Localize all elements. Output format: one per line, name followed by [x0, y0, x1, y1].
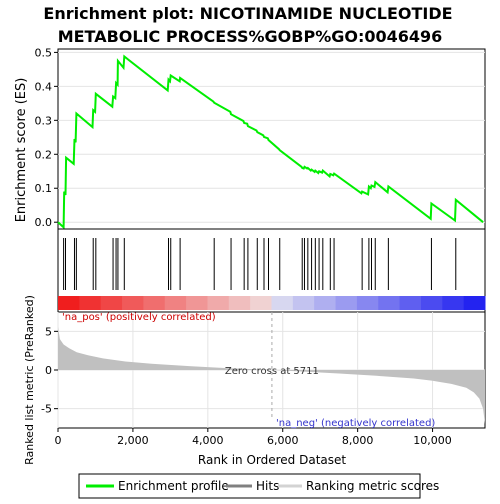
metric-y-axis-label: Ranked list metric (PreRanked): [23, 295, 36, 465]
es-y-axis-label: Enrichment score (ES): [14, 78, 29, 223]
es-gridlines: [58, 51, 485, 223]
metric-x-tick-label: 4,000: [192, 434, 224, 447]
ranked-bar-segment: [271, 296, 294, 310]
metric-x-tick-label: 8,000: [342, 434, 374, 447]
ranked-bar-segment: [314, 296, 337, 310]
ranked-bar-segment: [58, 296, 80, 310]
metric-y-tick-label: 5: [45, 325, 52, 338]
es-y-tick-label: 0.5: [35, 46, 53, 59]
metric-x-tick-label: 2,000: [117, 434, 149, 447]
es-y-tick-label: 0.0: [35, 216, 53, 229]
ranked-bar-segment: [186, 296, 208, 310]
legend-box: [78, 473, 421, 499]
es-plot-frame: [57, 48, 486, 230]
metric-x-tick-label: 0: [55, 434, 62, 447]
metric-y-tick-label: -5: [41, 403, 52, 416]
es-panel: 0.0 0.1 0.2 0.3 0.4 0.5 Enrichment score (ES): [14, 46, 486, 230]
legend: Enrichment profile Hits Ranking metric s…: [78, 473, 439, 499]
ranked-bar-segment: [420, 296, 443, 310]
ranked-bar-segment: [228, 296, 251, 310]
legend-label-ranking-metric: Ranking metric scores: [306, 479, 439, 493]
metric-x-tick-label: 10,000: [413, 434, 452, 447]
es-y-tick-label: 0.4: [35, 80, 53, 93]
ranked-bar-segment: [207, 296, 230, 310]
es-y-tick-label: 0.2: [35, 148, 53, 161]
es-y-tick-label: 0.3: [35, 114, 53, 127]
zero-cross-label: Zero cross at 5711: [225, 366, 319, 377]
metric-x-tick-label: 6,000: [267, 434, 299, 447]
ranked-bar-segment: [164, 296, 187, 310]
hits-panel: [57, 228, 486, 313]
positive-correlation-label: 'na_pos' (positively correlated): [62, 312, 216, 323]
metric-y-tick-label: 0: [45, 364, 52, 377]
ranked-bar-segment: [122, 296, 144, 310]
x-axis-label: Rank in Ordered Dataset: [198, 453, 346, 467]
ranked-bar-segment: [356, 296, 379, 310]
ranked-bar-segment: [463, 296, 486, 310]
metric-x-ticks: 0 2,000 4,000 6,000 8,000 10,000: [55, 428, 452, 447]
ranked-bar-segment: [442, 296, 465, 310]
ranked-bar-segment: [79, 296, 102, 310]
legend-label-enrichment-profile: Enrichment profile: [118, 479, 229, 493]
ranked-list-color-bar: [58, 296, 486, 310]
ranked-bar-segment: [143, 296, 166, 310]
enrichment-profile-line: [57, 54, 484, 230]
ranked-bar-segment: [250, 296, 272, 310]
negative-correlation-label: 'na_neg' (negatively correlated): [276, 418, 435, 429]
hit-markers: [63, 238, 457, 290]
es-y-tick-label: 0.1: [35, 182, 53, 195]
ranked-bar-segment: [378, 296, 401, 310]
chart-title-line-2: METABOLIC PROCESS%GOBP%GO:0046496: [58, 27, 443, 46]
ranked-bar-segment: [399, 296, 422, 310]
es-y-ticks: 0.0 0.1 0.2 0.3 0.4 0.5: [35, 46, 58, 229]
metric-panel: Zero cross at 5711 'na_pos' (positively …: [23, 295, 486, 467]
ranking-metric-area: [58, 326, 485, 425]
ranked-bar-segment: [100, 296, 123, 310]
chart-title-line-1: Enrichment plot: NICOTINAMIDE NUCLEOTIDE: [43, 4, 452, 23]
ranked-bar-segment: [292, 296, 315, 310]
metric-y-ticks: -5 0 5: [41, 325, 58, 416]
legend-label-hits: Hits: [256, 479, 279, 493]
ranked-bar-segment: [335, 296, 358, 310]
